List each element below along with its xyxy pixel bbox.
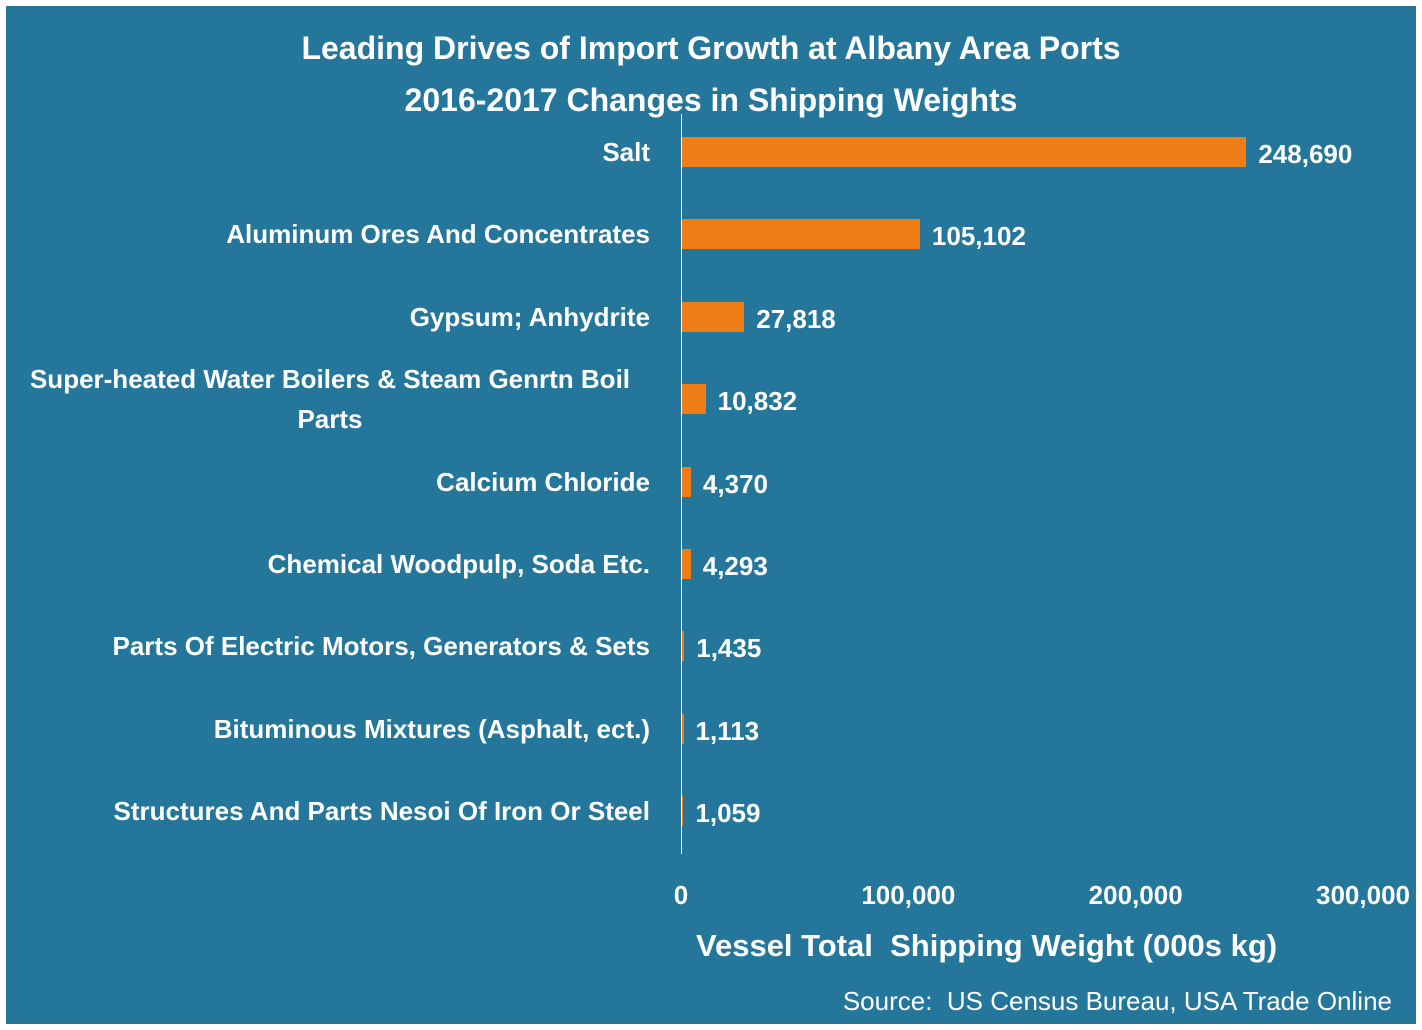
data-label: 4,370 xyxy=(702,468,768,499)
data-label: 1,113 xyxy=(695,715,760,746)
bar xyxy=(681,137,1247,167)
category-label: Calcium Chloride xyxy=(436,466,650,497)
x-tick-label: 200,000 xyxy=(1088,880,1183,910)
bar xyxy=(681,549,691,579)
chart-title-block: Leading Drives of Import Growth at Alban… xyxy=(0,22,1422,126)
category-label: Aluminum Ores And Concentrates xyxy=(226,219,650,250)
bar xyxy=(681,301,745,332)
data-label: 4,293 xyxy=(702,551,768,581)
category-label: Gypsum; Anhydrite xyxy=(409,301,650,332)
data-label: 248,690 xyxy=(1258,139,1353,169)
data-label: 1,059 xyxy=(695,798,761,829)
x-tick-label: 0 xyxy=(673,880,689,910)
chart-background xyxy=(6,6,1416,1024)
data-label: 10,832 xyxy=(717,386,798,417)
data-label: 105,102 xyxy=(931,221,1026,252)
bar xyxy=(681,384,706,415)
y-axis-line xyxy=(681,114,682,854)
chart-subtitle: 2016-2017 Changes in Shipping Weights xyxy=(404,82,1018,118)
category-label: Super-heated Water Boilers & Steam Genrt… xyxy=(29,364,631,435)
x-tick-label: 100,000 xyxy=(861,880,956,910)
bar xyxy=(681,219,920,250)
bar xyxy=(681,466,691,497)
category-label: Salt xyxy=(602,137,650,167)
bar xyxy=(681,631,685,662)
x-axis-label: Vessel Total Shipping Weight (000s kg) xyxy=(696,928,1278,963)
chart-title: Leading Drives of Import Growth at Alban… xyxy=(301,30,1121,66)
source-note: Source: US Census Bureau, USA Trade Onli… xyxy=(842,986,1392,1016)
category-label: Chemical Woodpulp, Soda Etc. xyxy=(267,549,650,579)
x-tick-label: 300,000 xyxy=(1316,880,1410,910)
category-label: Bituminous Mixtures (Asphalt, ect.) xyxy=(213,713,650,744)
category-label: Parts Of Electric Motors, Generators & S… xyxy=(112,631,650,662)
category-label: Structures And Parts Nesoi Of Iron Or St… xyxy=(113,796,651,827)
bar xyxy=(681,713,684,744)
data-label: 1,435 xyxy=(696,633,762,664)
data-label: 27,818 xyxy=(756,303,836,334)
bar xyxy=(681,796,684,827)
